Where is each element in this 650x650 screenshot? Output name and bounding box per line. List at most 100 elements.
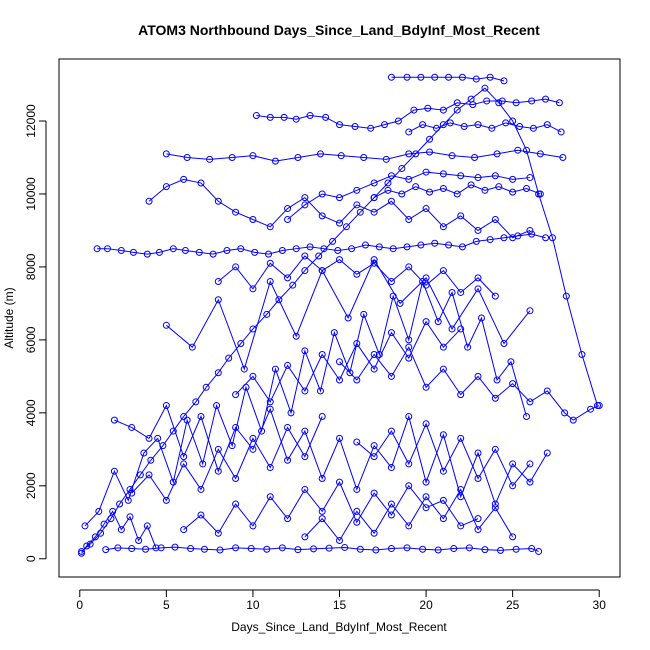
- data-point: [422, 383, 430, 391]
- data-point: [206, 155, 214, 163]
- data-point: [381, 121, 389, 129]
- data-point: [467, 181, 475, 189]
- data-point: [180, 453, 188, 461]
- data-point: [514, 146, 522, 154]
- data-point: [251, 248, 259, 256]
- data-point: [559, 153, 567, 161]
- data-point: [263, 310, 271, 318]
- data-point: [457, 391, 465, 399]
- data-point: [523, 146, 530, 154]
- data-point: [387, 73, 395, 81]
- y-tick-label: 6000: [24, 326, 38, 353]
- data-point: [457, 212, 465, 220]
- data-point: [266, 113, 274, 121]
- data-point: [353, 485, 361, 493]
- data-point: [301, 533, 309, 541]
- data-point: [396, 299, 404, 307]
- data-point: [405, 460, 413, 468]
- data-point: [117, 526, 125, 534]
- data-point: [162, 183, 170, 191]
- data-point: [103, 245, 111, 253]
- data-point: [346, 369, 354, 377]
- data-point: [301, 252, 309, 260]
- data-point: [465, 544, 473, 552]
- data-point: [301, 427, 309, 435]
- data-point: [405, 482, 413, 490]
- data-point: [336, 121, 343, 129]
- data-point: [249, 434, 257, 442]
- x-tick-label: 20: [419, 598, 433, 612]
- data-point: [536, 190, 544, 198]
- data-point: [509, 234, 517, 242]
- data-point: [197, 179, 205, 187]
- data-point: [526, 460, 534, 468]
- data-point: [266, 398, 274, 406]
- data-point: [405, 412, 413, 420]
- x-tick-label: 0: [76, 598, 83, 612]
- data-point: [486, 73, 494, 81]
- data-point: [448, 325, 456, 333]
- data-point: [509, 175, 517, 183]
- data-point: [318, 190, 326, 198]
- data-point: [450, 545, 458, 553]
- data-point: [361, 241, 369, 249]
- data-point: [353, 507, 361, 515]
- data-point: [481, 546, 489, 554]
- data-point: [249, 152, 257, 160]
- data-point: [81, 522, 89, 530]
- data-point: [491, 172, 499, 180]
- data-point: [387, 372, 395, 380]
- data-point: [214, 369, 222, 377]
- data-point: [265, 250, 273, 258]
- data-point: [301, 267, 309, 275]
- data-point: [329, 237, 337, 245]
- data-point: [310, 545, 318, 553]
- data-point: [232, 208, 240, 216]
- data-point: [405, 150, 413, 158]
- data-point: [426, 135, 434, 143]
- series-line: [105, 546, 539, 552]
- data-point: [301, 194, 309, 202]
- data-point: [439, 267, 447, 275]
- data-point: [512, 545, 520, 553]
- data-point: [448, 152, 456, 160]
- data-point: [495, 99, 503, 107]
- data-point: [529, 124, 537, 132]
- data-point: [384, 186, 392, 194]
- series-16: [405, 119, 565, 136]
- series-line: [339, 346, 600, 421]
- data-point: [389, 245, 397, 253]
- data-point: [422, 478, 430, 486]
- series-4: [162, 146, 567, 165]
- data-point: [387, 545, 395, 553]
- data-point: [543, 449, 551, 457]
- data-point: [292, 332, 300, 340]
- data-point: [526, 226, 534, 234]
- data-point: [213, 402, 221, 410]
- series-line: [114, 404, 548, 506]
- data-point: [301, 387, 309, 395]
- data-point: [387, 464, 395, 472]
- series-6: [387, 73, 508, 85]
- data-point: [543, 121, 551, 129]
- data-point: [474, 285, 482, 293]
- data-point: [124, 496, 132, 504]
- data-point: [542, 234, 550, 242]
- data-point: [306, 243, 314, 251]
- data-point: [439, 365, 447, 373]
- data-point: [453, 190, 461, 198]
- data-point: [370, 453, 378, 461]
- data-point: [405, 354, 413, 362]
- series-13: [336, 343, 603, 424]
- data-point: [266, 493, 274, 501]
- data-point: [502, 119, 510, 127]
- data-point: [232, 263, 240, 271]
- series-line: [148, 178, 531, 239]
- data-point: [382, 155, 390, 163]
- data-point: [500, 234, 508, 242]
- data-point: [439, 223, 447, 231]
- data-point: [422, 318, 430, 326]
- data-point: [232, 544, 240, 552]
- data-point: [162, 321, 170, 329]
